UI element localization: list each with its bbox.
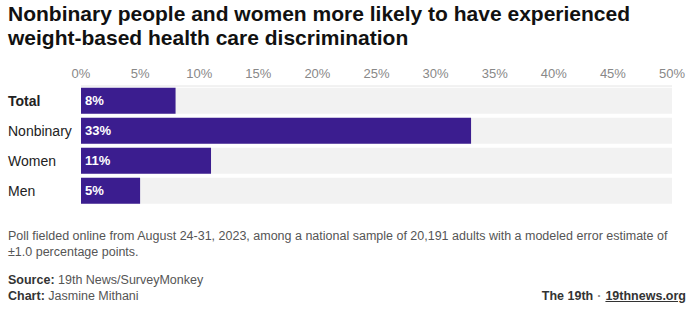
html-text:The 19th · 19thnews.org: The 19th · 19thnews.org [541, 289, 686, 303]
svg-text:5%: 5% [131, 66, 150, 81]
svg-text:Women: Women [8, 153, 56, 169]
svg-text:50%: 50% [659, 66, 685, 81]
svg-text:5%: 5% [85, 183, 104, 198]
html-text:Poll fielded online from Augus: Poll fielded online from August 24-31, 2… [8, 229, 668, 259]
svg-text:30%: 30% [423, 66, 449, 81]
svg-text:Men: Men [8, 183, 35, 199]
svg-text:40%: 40% [541, 66, 567, 81]
html-text:Chart: Jasmine Mithani: Chart: Jasmine Mithani [8, 289, 139, 303]
svg-text:25%: 25% [363, 66, 389, 81]
html-text:Source: 19th News/SurveyMonkey: Source: 19th News/SurveyMonkey [8, 273, 204, 287]
html-text:Nonbinary people and women mor: Nonbinary people and women more likely t… [8, 2, 630, 49]
svg-text:Total: Total [8, 93, 40, 109]
svg-text:33%: 33% [85, 123, 111, 138]
svg-text:Nonbinary: Nonbinary [8, 123, 72, 139]
svg-text:10%: 10% [186, 66, 212, 81]
svg-text:45%: 45% [600, 66, 626, 81]
svg-text:0%: 0% [72, 66, 91, 81]
svg-text:8%: 8% [85, 93, 104, 108]
svg-text:15%: 15% [245, 66, 271, 81]
svg-text:20%: 20% [304, 66, 330, 81]
svg-text:35%: 35% [482, 66, 508, 81]
svg-text:11%: 11% [85, 153, 111, 168]
